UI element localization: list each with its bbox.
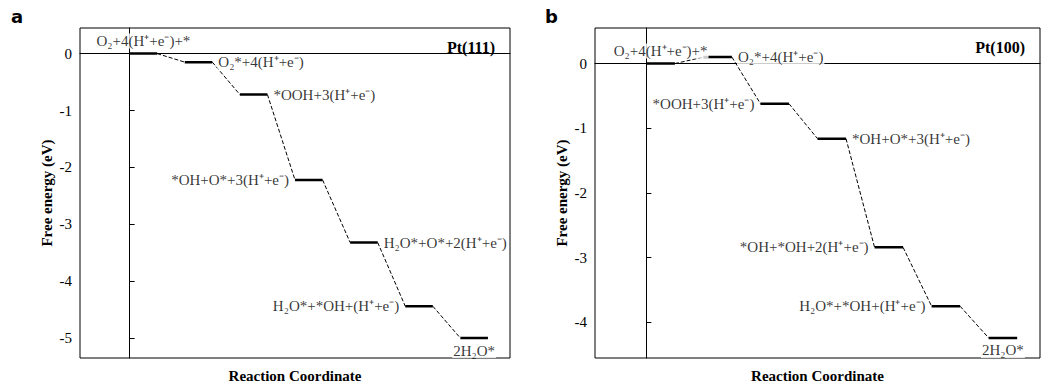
svg-text:Pt(100): Pt(100): [975, 39, 1025, 57]
svg-text:a: a: [11, 6, 23, 27]
svg-text:Free energy (eV): Free energy (eV): [554, 139, 571, 246]
svg-text:*OH+O*+3(H⁺+e⁻): *OH+O*+3(H⁺+e⁻): [171, 172, 289, 189]
svg-text:-4: -4: [60, 273, 73, 289]
svg-text:2H₂O*: 2H₂O*: [453, 343, 495, 359]
svg-text:O₂+4(H⁺+e⁻)+*: O₂+4(H⁺+e⁻)+*: [614, 43, 708, 60]
svg-text:Reaction Coordinate: Reaction Coordinate: [229, 368, 362, 384]
svg-text:O₂*+4(H⁺+e⁻): O₂*+4(H⁺+e⁻): [738, 49, 823, 66]
svg-text:b: b: [545, 6, 558, 27]
svg-text:Free energy (eV): Free energy (eV): [39, 139, 56, 246]
svg-text:H₂O*+*OH+(H⁺+e⁻): H₂O*+*OH+(H⁺+e⁻): [799, 298, 925, 315]
svg-text:-4: -4: [575, 314, 588, 330]
svg-text:*OH+O*+3(H⁺+e⁻): *OH+O*+3(H⁺+e⁻): [852, 131, 970, 148]
svg-text:Reaction Coordinate: Reaction Coordinate: [751, 368, 884, 384]
svg-text:-3: -3: [575, 250, 588, 266]
svg-text:H₂O*+*OH+(H⁺+e⁻): H₂O*+*OH+(H⁺+e⁻): [273, 298, 399, 315]
svg-text:-3: -3: [60, 216, 73, 232]
svg-text:*OOH+3(H⁺+e⁻): *OOH+3(H⁺+e⁻): [653, 96, 755, 113]
svg-text:-2: -2: [60, 159, 73, 175]
svg-text:*OOH+3(H⁺+e⁻): *OOH+3(H⁺+e⁻): [273, 87, 375, 104]
svg-text:Pt(111): Pt(111): [447, 39, 495, 57]
svg-text:*OH+*OH+2(H⁺+e⁻): *OH+*OH+2(H⁺+e⁻): [740, 239, 869, 256]
svg-text:-1: -1: [575, 120, 588, 136]
svg-text:-5: -5: [60, 330, 73, 346]
svg-text:H₂O*+O*+2(H⁺+e⁻): H₂O*+O*+2(H⁺+e⁻): [384, 235, 507, 252]
svg-text:O₂*+4(H⁺+e⁻): O₂*+4(H⁺+e⁻): [218, 54, 303, 71]
svg-text:-1: -1: [60, 103, 73, 119]
svg-text:0: 0: [580, 56, 588, 72]
svg-text:O₂+4(H⁺+e⁻)+*: O₂+4(H⁺+e⁻)+*: [96, 33, 190, 50]
svg-text:0: 0: [65, 46, 73, 62]
svg-text:-2: -2: [575, 185, 588, 201]
svg-text:2H₂O*: 2H₂O*: [982, 342, 1024, 358]
